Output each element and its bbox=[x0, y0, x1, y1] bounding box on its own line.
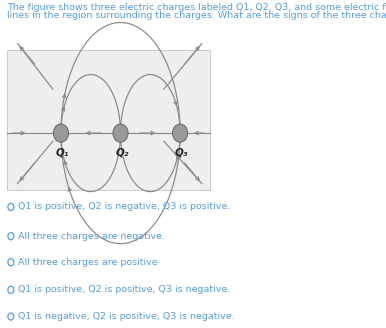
Text: Q1 is negative, Q2 is positive, Q3 is negative.: Q1 is negative, Q2 is positive, Q3 is ne… bbox=[18, 312, 234, 321]
Text: Q1 is positive, Q2 is negative, Q3 is positive.: Q1 is positive, Q2 is negative, Q3 is po… bbox=[18, 202, 230, 212]
Circle shape bbox=[53, 124, 69, 142]
Text: Q1 is positive, Q2 is positive, Q3 is negative.: Q1 is positive, Q2 is positive, Q3 is ne… bbox=[18, 285, 230, 294]
Text: Q₁: Q₁ bbox=[56, 147, 69, 157]
Circle shape bbox=[8, 313, 14, 320]
Circle shape bbox=[8, 259, 14, 266]
Text: The figure shows three electric charges labeled Q1, Q2, Q3, and some electric fi: The figure shows three electric charges … bbox=[7, 3, 386, 12]
Text: All three charges are positive: All three charges are positive bbox=[18, 258, 157, 267]
Text: lines in the region surrounding the charges. What are the signs of the three cha: lines in the region surrounding the char… bbox=[7, 11, 386, 20]
Circle shape bbox=[173, 124, 188, 142]
Text: All three charges are negative.: All three charges are negative. bbox=[18, 232, 165, 241]
Circle shape bbox=[113, 124, 128, 142]
Circle shape bbox=[8, 286, 14, 294]
Circle shape bbox=[8, 233, 14, 240]
Circle shape bbox=[8, 203, 14, 211]
Text: Q₂: Q₂ bbox=[115, 147, 129, 157]
Text: Q₃: Q₃ bbox=[175, 147, 188, 157]
FancyBboxPatch shape bbox=[7, 50, 210, 190]
